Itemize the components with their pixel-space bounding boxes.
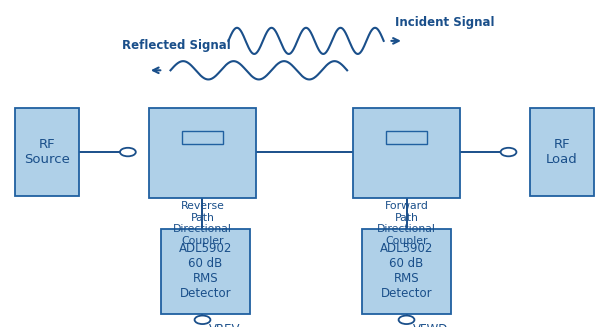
Text: RF
Source: RF Source bbox=[24, 138, 70, 166]
Text: Reverse
Path
Directional
Coupler: Reverse Path Directional Coupler bbox=[173, 201, 232, 246]
FancyBboxPatch shape bbox=[530, 108, 594, 196]
FancyBboxPatch shape bbox=[15, 108, 79, 196]
Text: RF
Load: RF Load bbox=[546, 138, 578, 166]
FancyBboxPatch shape bbox=[386, 131, 427, 144]
Text: ADL5902
60 dB
RMS
Detector: ADL5902 60 dB RMS Detector bbox=[380, 242, 433, 301]
FancyBboxPatch shape bbox=[182, 131, 223, 144]
FancyBboxPatch shape bbox=[362, 229, 451, 314]
FancyBboxPatch shape bbox=[353, 108, 460, 198]
Circle shape bbox=[120, 148, 136, 156]
FancyBboxPatch shape bbox=[149, 108, 256, 198]
FancyBboxPatch shape bbox=[161, 229, 250, 314]
Circle shape bbox=[501, 148, 516, 156]
Text: VFWD: VFWD bbox=[412, 323, 448, 327]
Text: VREV: VREV bbox=[208, 323, 240, 327]
Text: Forward
Path
Directional
Coupler: Forward Path Directional Coupler bbox=[377, 201, 436, 246]
Circle shape bbox=[398, 316, 414, 324]
Circle shape bbox=[195, 316, 211, 324]
Text: Incident Signal: Incident Signal bbox=[395, 16, 494, 29]
Text: ADL5902
60 dB
RMS
Detector: ADL5902 60 dB RMS Detector bbox=[179, 242, 232, 301]
Text: Reflected Signal: Reflected Signal bbox=[122, 39, 231, 52]
